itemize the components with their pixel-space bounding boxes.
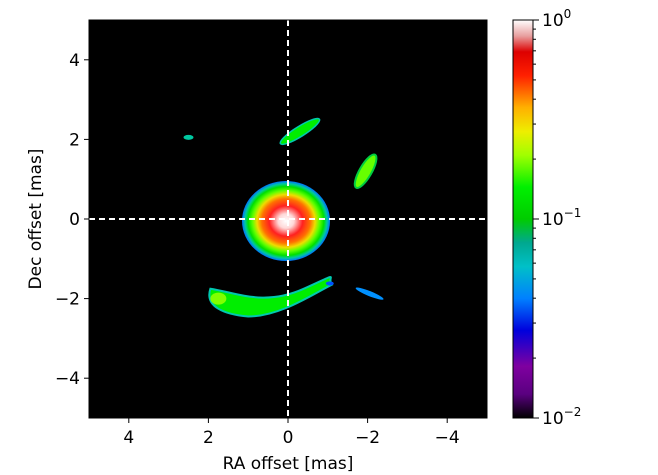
x-tick-label: −4 <box>435 428 460 448</box>
right-arc <box>353 153 378 189</box>
x-tick-label: −2 <box>355 428 380 448</box>
y-tick-label: 0 <box>69 210 80 230</box>
upper-left-knot <box>183 134 194 140</box>
lower-arc-knot <box>210 292 227 305</box>
colorbar <box>512 19 534 419</box>
x-tick-label: 2 <box>203 428 214 448</box>
colorbar-ticks: 100 10−1 10−2 <box>533 7 581 429</box>
x-tick-label: 0 <box>283 428 294 448</box>
y-tick-label: 2 <box>69 130 80 150</box>
x-axis-ticks: 4 2 0 −2 −4 <box>123 418 460 448</box>
y-axis-label: Dec offset [mas] <box>26 149 46 290</box>
x-tick-label: 4 <box>123 428 134 448</box>
x-axis-label: RA offset [mas] <box>223 454 354 474</box>
y-tick-label: −4 <box>55 369 80 389</box>
central-core <box>242 180 331 261</box>
y-tick-label: 4 <box>69 51 80 71</box>
colorbar-tick-label: 10−2 <box>542 405 581 429</box>
colorbar-tick-label: 10−1 <box>542 206 581 230</box>
emission-features <box>183 117 384 318</box>
y-axis-ticks: 4 2 0 −2 −4 <box>55 51 89 389</box>
lower-arc-tip <box>325 281 334 286</box>
y-tick-label: −2 <box>55 290 80 310</box>
colorbar-tick-label: 100 <box>542 7 571 31</box>
crosshair <box>89 20 487 418</box>
upper-arc <box>279 117 321 146</box>
lower-right-knot <box>355 287 384 300</box>
